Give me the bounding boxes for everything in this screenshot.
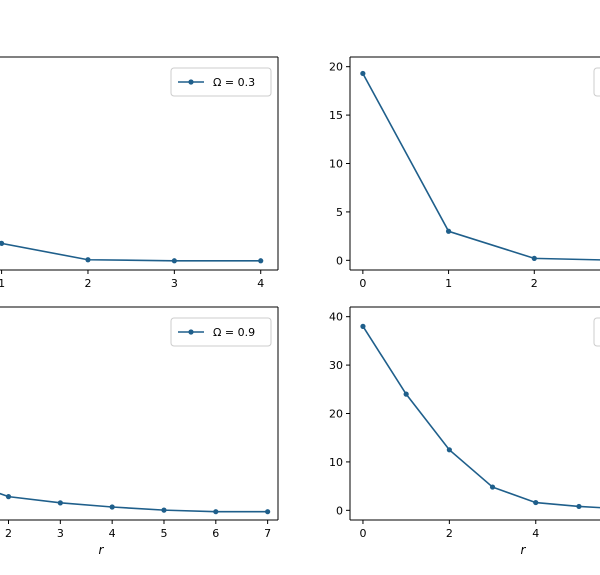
y-tick-label: 20	[329, 61, 343, 74]
y-tick-label: 40	[329, 311, 343, 324]
legend-frame	[170, 317, 272, 347]
series-line	[0, 240, 261, 262]
data-point	[57, 500, 63, 506]
data-point	[576, 503, 582, 510]
legend: Ω = 0.3	[170, 67, 272, 97]
x-tick-label: 2	[5, 527, 12, 540]
legend-marker	[188, 79, 194, 85]
data-point	[360, 70, 366, 77]
data-point	[265, 509, 271, 515]
x-tick-label: 5	[160, 527, 167, 540]
x-tick-label: 2	[84, 277, 91, 290]
data-point	[489, 484, 496, 490]
x-tick-label: 0	[359, 277, 366, 290]
data-point	[213, 509, 219, 515]
x-tick-label: 2	[446, 527, 453, 540]
x-tick-label: 4	[109, 527, 116, 540]
x-tick-label: 6	[212, 527, 219, 540]
y-tick-label: 30	[329, 359, 343, 372]
data-point	[109, 504, 115, 510]
data-point	[533, 499, 539, 506]
x-axis-label: r	[99, 543, 105, 557]
y-tick-label: 5	[336, 206, 343, 219]
y-tick-label: 15	[329, 109, 343, 122]
x-tick-label: 3	[57, 527, 64, 540]
legend-marker	[188, 329, 194, 335]
legend	[593, 317, 600, 347]
data-point	[0, 240, 5, 246]
series-line	[362, 325, 600, 509]
y-tick-label: 10	[329, 456, 343, 469]
legend	[593, 67, 600, 97]
legend-frame	[170, 67, 272, 97]
data-point	[445, 228, 452, 234]
data-point	[360, 323, 366, 329]
x-tick-label: 2	[531, 277, 538, 290]
x-tick-label: 1	[445, 277, 452, 290]
data-point	[5, 494, 12, 500]
y-tick-label: 20	[329, 408, 343, 421]
x-axis-label: r	[521, 543, 527, 557]
x-tick-label: 4	[257, 277, 264, 290]
subplot-top-left: 1 2 3 4 Ω = 0.3	[0, 56, 279, 290]
legend: Ω = 0.9	[170, 317, 272, 347]
data-point	[258, 258, 264, 264]
legend-frame	[593, 67, 600, 97]
data-point	[446, 447, 452, 453]
data-point	[171, 258, 177, 264]
y-tick-label: 10	[329, 158, 343, 171]
legend-label: Ω = 0.3	[213, 76, 255, 89]
data-point	[403, 391, 409, 397]
series-line	[0, 492, 268, 513]
x-tick-label: 0	[359, 527, 366, 540]
subplot-bottom-left: 2 3 4 5 6 7 r Ω = 0.9	[0, 306, 279, 557]
x-tick-label: 7	[264, 527, 271, 540]
y-tick-label: 0	[336, 254, 343, 267]
legend-frame	[593, 317, 600, 347]
x-tick-label: 1	[0, 277, 5, 290]
y-tick-label: 0	[336, 504, 343, 517]
data-point	[85, 257, 91, 263]
data-point	[161, 507, 167, 513]
data-point	[531, 255, 537, 261]
legend-label: Ω = 0.9	[213, 326, 255, 339]
series-line	[362, 73, 600, 261]
x-tick-label: 3	[171, 277, 178, 290]
x-tick-label: 4	[532, 527, 539, 540]
